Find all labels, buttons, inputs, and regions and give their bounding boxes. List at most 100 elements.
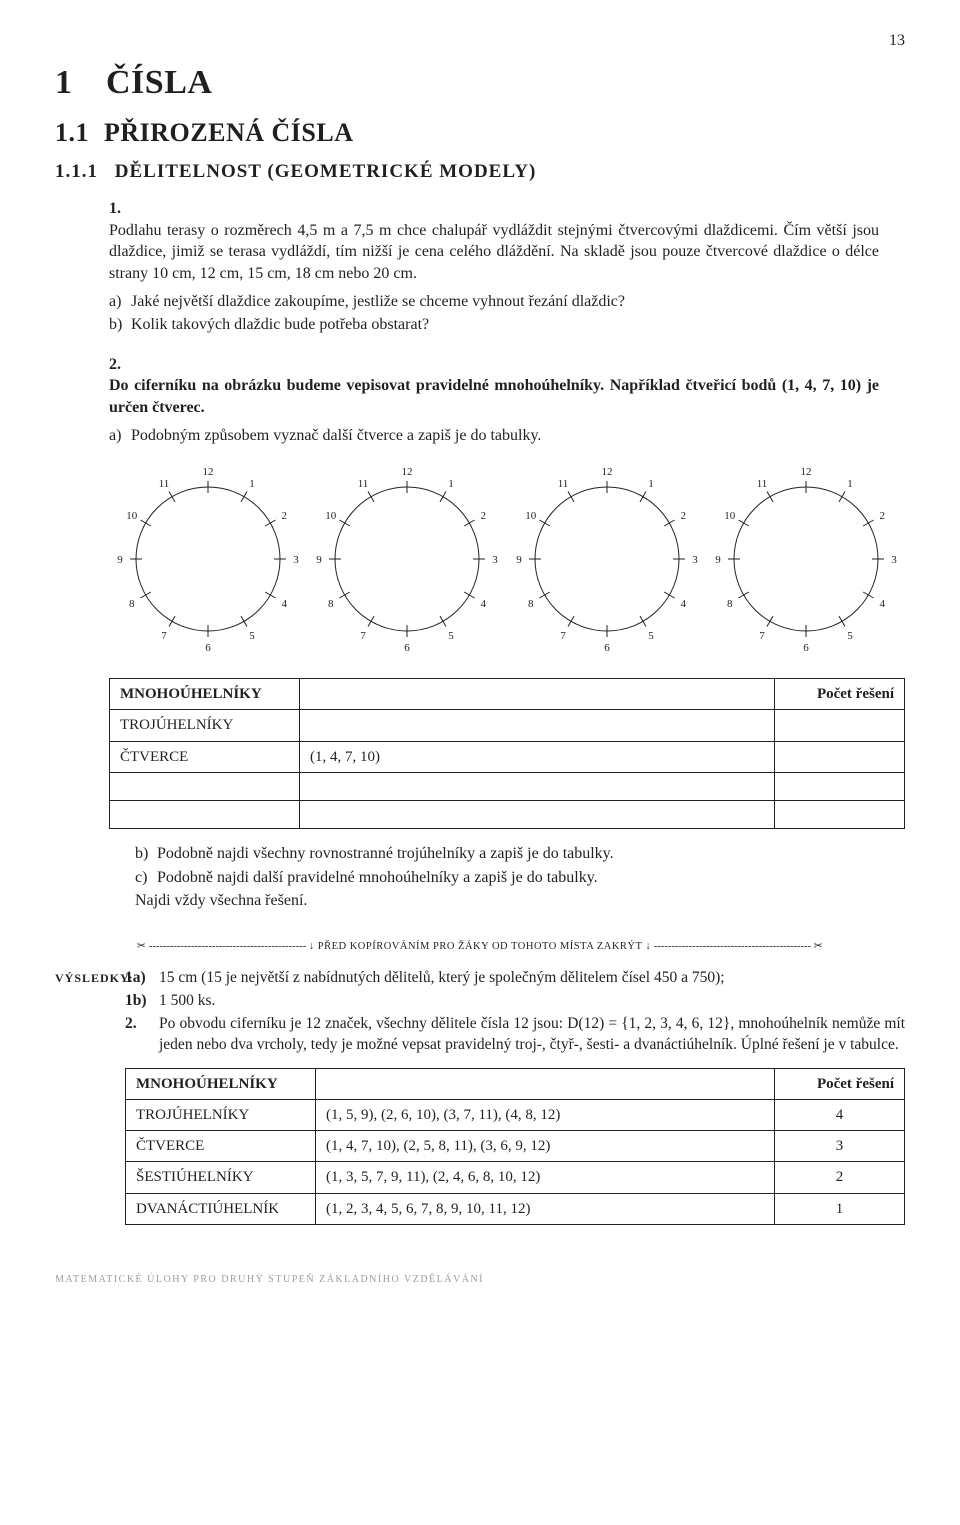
cut-text: PŘED KOPÍROVÁNÍM PRO ŽÁKY OD TOHOTO MÍST… (315, 941, 646, 952)
svg-text:9: 9 (516, 554, 522, 566)
result-1a: 1a) 15 cm (15 je největší z nabídnutých … (125, 968, 905, 989)
svg-text:10: 10 (724, 510, 736, 522)
result-2-text: Po obvodu ciferníku je 12 značek, všechn… (159, 1014, 905, 1056)
results-label: VÝSLEDKY: (55, 968, 125, 1239)
table-row (110, 772, 905, 800)
heading-2-text: PŘIROZENÁ ČÍSLA (104, 118, 354, 147)
cut-dash: ----------------------------------------… (651, 941, 814, 952)
result-1a-lbl: 1a) (125, 968, 159, 989)
cut-line: ✂ --------------------------------------… (55, 940, 905, 954)
result-1b-text: 1 500 ks. (159, 991, 905, 1012)
table-row: DVANÁCTIÚHELNÍK(1, 2, 3, 4, 5, 6, 7, 8, … (126, 1193, 905, 1224)
cell (110, 772, 300, 800)
exercise-1a-lbl: a) (109, 291, 131, 313)
svg-text:5: 5 (249, 630, 255, 642)
svg-text:7: 7 (560, 630, 566, 642)
heading-3-num: 1.1.1 (55, 159, 109, 185)
svg-text:9: 9 (117, 554, 123, 566)
svg-text:4: 4 (281, 598, 287, 610)
exercise-2c-lbl: c) (135, 867, 157, 889)
cell (300, 800, 775, 828)
cell: (1, 4, 7, 10), (2, 5, 8, 11), (3, 6, 9, … (316, 1131, 775, 1162)
clock-face-4: 121234567891011 (711, 464, 901, 654)
cell (775, 710, 905, 741)
svg-text:2: 2 (680, 510, 686, 522)
exercise-1: 1. Podlahu terasy o rozměrech 4,5 m a 7,… (109, 198, 905, 338)
exercise-1b-text: Kolik takových dlaždic bude potřeba obst… (131, 316, 429, 333)
cell (775, 800, 905, 828)
exercise-2-tail: Najdi vždy všechna řešení. (135, 890, 905, 912)
table-row: ŠESTIÚHELNÍKY(1, 3, 5, 7, 9, 11), (2, 4,… (126, 1162, 905, 1193)
svg-text:6: 6 (205, 642, 211, 654)
cell (110, 800, 300, 828)
cell (775, 741, 905, 772)
svg-text:8: 8 (129, 598, 135, 610)
cell: DVANÁCTIÚHELNÍK (126, 1193, 316, 1224)
svg-text:2: 2 (481, 510, 487, 522)
cell: ČTVERCE (126, 1131, 316, 1162)
svg-text:9: 9 (715, 554, 721, 566)
cell: (1, 3, 5, 7, 9, 11), (2, 4, 6, 8, 10, 12… (316, 1162, 775, 1193)
svg-text:10: 10 (126, 510, 138, 522)
svg-text:7: 7 (161, 630, 167, 642)
svg-text:12: 12 (203, 466, 214, 478)
cell: 2 (775, 1162, 905, 1193)
heading-1: 1 ČÍSLA (55, 60, 905, 106)
result-1b: 1b) 1 500 ks. (125, 991, 905, 1012)
clock-row: 121234567891011 121234567891011 12123456… (109, 464, 905, 654)
svg-text:1: 1 (449, 478, 455, 490)
heading-1-num: 1 (55, 60, 97, 106)
svg-text:4: 4 (879, 598, 885, 610)
svg-text:8: 8 (528, 598, 534, 610)
svg-text:1: 1 (847, 478, 853, 490)
cut-dash: ----------------------------------------… (146, 941, 309, 952)
scissors-icon: ✂ (814, 941, 823, 952)
svg-text:4: 4 (680, 598, 686, 610)
svg-text:8: 8 (727, 598, 733, 610)
cell: (1, 4, 7, 10) (300, 741, 775, 772)
table-polygons-solutions: MNOHOÚHELNÍKY Počet řešení TROJÚHELNÍKY(… (125, 1068, 905, 1225)
svg-text:5: 5 (847, 630, 853, 642)
result-1b-lbl: 1b) (125, 991, 159, 1012)
exercise-2c-text: Podobně najdi další pravidelné mnohoúhel… (157, 869, 598, 886)
table-row: ČTVERCE(1, 4, 7, 10), (2, 5, 8, 11), (3,… (126, 1131, 905, 1162)
exercise-2b-lbl: b) (135, 843, 157, 865)
svg-text:2: 2 (281, 510, 287, 522)
clock-face-1: 121234567891011 (113, 464, 303, 654)
heading-3-text: DĚLITELNOST (GEOMETRICKÉ MODELY) (115, 161, 537, 182)
exercise-2a: a)Podobným způsobem vyznač další čtverce… (109, 425, 879, 447)
table-row (110, 800, 905, 828)
table-row: TROJÚHELNÍKY(1, 5, 9), (2, 6, 10), (3, 7… (126, 1099, 905, 1130)
cell: 4 (775, 1099, 905, 1130)
svg-text:10: 10 (326, 510, 338, 522)
exercise-2: 2. Do ciferníku na obrázku budeme vepiso… (109, 354, 905, 448)
svg-text:1: 1 (648, 478, 654, 490)
exercise-1a: a)Jaké největší dlaždice zakoupíme, jest… (109, 291, 879, 313)
svg-text:1: 1 (249, 478, 255, 490)
results-block: VÝSLEDKY: 1a) 15 cm (15 je největší z na… (55, 968, 905, 1239)
cell: TROJÚHELNÍKY (126, 1099, 316, 1130)
svg-text:12: 12 (800, 466, 811, 478)
exercise-2b-text: Podobně najdi všechny rovnostranné trojú… (157, 845, 614, 862)
svg-text:11: 11 (557, 478, 568, 490)
table2-h1: MNOHOÚHELNÍKY (126, 1068, 316, 1099)
result-2: 2. Po obvodu ciferníku je 12 značek, vše… (125, 1014, 905, 1056)
clock-face-3: 121234567891011 (512, 464, 702, 654)
result-1a-text: 15 cm (15 je největší z nabídnutých děli… (159, 968, 905, 989)
exercise-1-text: Podlahu terasy o rozměrech 4,5 m a 7,5 m… (109, 222, 879, 282)
exercise-2-text: Do ciferníku na obrázku budeme vepisovat… (109, 377, 879, 416)
svg-text:11: 11 (159, 478, 170, 490)
exercise-2-num: 2. (109, 354, 135, 376)
cell: 1 (775, 1193, 905, 1224)
table-polygons-blank: MNOHOÚHELNÍKY Počet řešení TROJÚHELNÍKY … (109, 678, 905, 829)
svg-text:3: 3 (493, 554, 499, 566)
heading-2-num: 1.1 (55, 115, 97, 150)
cell: (1, 5, 9), (2, 6, 10), (3, 7, 11), (4, 8… (316, 1099, 775, 1130)
svg-text:3: 3 (692, 554, 698, 566)
svg-text:12: 12 (601, 466, 612, 478)
svg-text:5: 5 (648, 630, 654, 642)
exercise-2c: c)Podobně najdi další pravidelné mnohoúh… (135, 867, 905, 889)
scissors-icon: ✂ (137, 941, 146, 952)
table1-h2 (300, 679, 775, 710)
table2-h3: Počet řešení (775, 1068, 905, 1099)
